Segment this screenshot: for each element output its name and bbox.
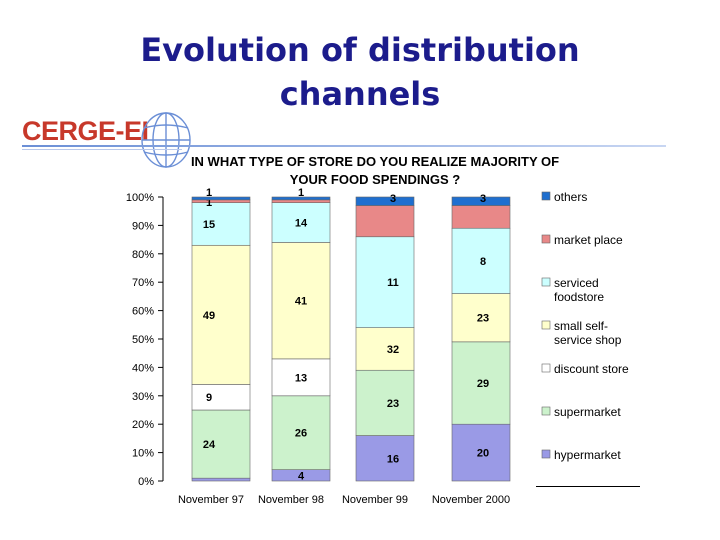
data-label: 32: [387, 344, 399, 356]
legend-label: others: [554, 190, 587, 204]
y-tick-label: 60%: [132, 306, 154, 318]
globe-icon: [141, 112, 191, 168]
bar-segment: [191, 196, 251, 201]
legend-label: hypermarket: [554, 448, 621, 462]
legend-swatch: [541, 449, 551, 459]
y-tick-label: 80%: [132, 249, 154, 261]
data-label: 16: [387, 453, 399, 465]
bar-segment: [355, 236, 415, 328]
data-label: 49: [203, 310, 215, 322]
data-label: 29: [477, 378, 489, 390]
cerge-ei-logo: CERGE-EI: [22, 112, 192, 172]
legend-label: small self-: [554, 319, 608, 333]
x-tick-label: November 2000: [432, 494, 510, 506]
data-label: 24: [203, 439, 216, 451]
bar-segment: [451, 205, 511, 229]
data-label: 3: [480, 193, 486, 205]
x-tick-label: November 99: [342, 494, 408, 506]
data-label: 13: [295, 372, 307, 384]
bar-segment: [355, 205, 415, 238]
bar-segment: [355, 327, 415, 371]
y-tick-label: 100%: [126, 192, 154, 204]
data-label: 9: [206, 392, 212, 404]
bar-segment: [451, 341, 511, 425]
legend-swatch: [541, 363, 551, 373]
legend-swatch: [541, 234, 551, 244]
bar-segment: [355, 196, 415, 206]
legend-underline: [536, 486, 640, 487]
data-label: 4: [298, 470, 305, 482]
bar-segment: [355, 435, 415, 482]
legend-label: foodstore: [554, 290, 604, 304]
bar-segment: [451, 227, 511, 294]
chart-title-line-2: YOUR FOOD SPENDINGS ?: [289, 172, 461, 187]
bar-segment: [191, 199, 251, 203]
legend-swatch: [541, 320, 551, 330]
bar-segment: [271, 358, 331, 397]
y-tick-label: 90%: [132, 220, 154, 232]
slide-title-line-1: Evolution of distribution: [140, 31, 580, 69]
legend-swatch: [541, 406, 551, 416]
x-tick-label: November 97: [178, 494, 244, 506]
bar-segment: [191, 244, 251, 385]
legend-label: serviced: [554, 276, 599, 290]
slide-title: Evolution of distribution channels: [0, 28, 720, 116]
bar-segment: [355, 369, 415, 436]
y-tick-label: 70%: [132, 277, 154, 289]
data-label: 1: [206, 187, 212, 199]
y-tick-label: 40%: [132, 362, 154, 374]
data-label: 3: [390, 193, 396, 205]
bar-segment: [451, 196, 511, 206]
legend-label: supermarket: [554, 405, 621, 419]
bar-segment: [451, 423, 511, 482]
bar-segment: [191, 409, 251, 479]
legend-label: service shop: [554, 333, 622, 347]
data-label: 23: [477, 313, 489, 325]
data-label: 11: [387, 277, 399, 289]
logo-rule-secondary: [22, 149, 182, 150]
bar-segment: [271, 199, 331, 203]
x-tick-label: November 98: [258, 494, 324, 506]
bar-segment: [191, 384, 251, 411]
legend-swatch: [541, 191, 551, 201]
data-label: 23: [387, 398, 399, 410]
data-label: 14: [295, 218, 308, 230]
y-tick-label: 0%: [138, 476, 154, 488]
data-label: 15: [203, 219, 215, 231]
data-label: 1: [206, 197, 212, 209]
slide-title-line-2: channels: [279, 75, 441, 113]
bar-segment: [191, 477, 251, 482]
chart-title-line-1: IN WHAT TYPE OF STORE DO YOU REALIZE MAJ…: [190, 154, 560, 169]
bar-segment: [271, 196, 331, 201]
data-label: 1: [298, 187, 304, 199]
y-tick-label: 10%: [132, 448, 154, 460]
data-label: 41: [295, 296, 307, 308]
y-tick-label: 50%: [132, 334, 154, 346]
chart-title: IN WHAT TYPE OF STORE DO YOU REALIZE MAJ…: [168, 153, 582, 189]
logo-text: CERGE-EI: [22, 116, 149, 146]
bar-segment: [271, 242, 331, 360]
y-tick-label: 20%: [132, 419, 154, 431]
y-tick-label: 30%: [132, 391, 154, 403]
logo-rule: [22, 145, 666, 147]
legend-label: market place: [554, 233, 623, 247]
bar-segment: [191, 202, 251, 246]
data-label: 20: [477, 448, 489, 460]
data-label: 8: [480, 256, 486, 268]
bar-segment: [451, 293, 511, 343]
legend-label: discount store: [554, 362, 629, 376]
bar-segment: [271, 202, 331, 243]
data-label: 26: [295, 428, 307, 440]
legend-swatch: [541, 277, 551, 287]
